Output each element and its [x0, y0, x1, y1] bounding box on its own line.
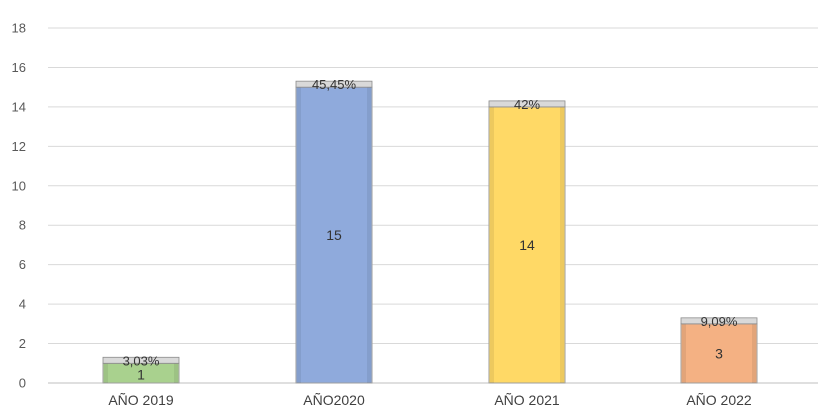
category-label: AÑO 2019	[108, 392, 174, 408]
bar-shade-left	[490, 106, 494, 383]
y-tick-label: 10	[12, 178, 26, 193]
y-tick-label: 0	[19, 376, 26, 391]
bar-group: 9,09% 3	[680, 314, 758, 384]
y-tick-label: 18	[12, 21, 26, 36]
y-tick-label: 16	[12, 60, 26, 75]
y-tick-label: 4	[19, 297, 26, 312]
bar-shade-left	[297, 87, 301, 384]
category-label: AÑO2020	[303, 392, 365, 408]
percent-label: 42%	[514, 97, 540, 112]
x-axis: AÑO 2019 AÑO2020 AÑO 2021 AÑO 2022	[108, 392, 752, 408]
value-label: 1	[137, 366, 145, 382]
bar-shade-left	[682, 323, 686, 383]
y-axis: 0 2 4 6 8 10 12 14 16 18	[12, 21, 26, 391]
bar	[295, 86, 373, 384]
bar-group: 42% 14	[488, 97, 566, 384]
bar-group: 45,45% 15	[295, 77, 373, 384]
bar-cap	[295, 80, 373, 88]
y-tick-label: 14	[12, 99, 26, 114]
bar-shade-left	[104, 363, 108, 383]
category-label: AÑO 2021	[494, 392, 560, 408]
percent-label: 45,45%	[312, 77, 357, 92]
bar-group: 3,03%1	[102, 353, 180, 384]
percent-label: 3,03%	[123, 353, 160, 368]
bar-shade-right	[560, 106, 564, 383]
y-tick-label: 2	[19, 336, 26, 351]
y-tick-label: 12	[12, 139, 26, 154]
bars: 3,03%1 45,45% 15 42% 14 9,09% 3	[102, 77, 758, 384]
gridlines	[48, 27, 818, 384]
value-label: 15	[326, 227, 342, 243]
bar	[680, 323, 758, 384]
y-tick-label: 6	[19, 257, 26, 272]
value-label: 14	[519, 237, 535, 253]
value-label: 3	[715, 345, 723, 361]
bar-shade-right	[752, 323, 756, 383]
bar-shade-right	[174, 363, 178, 383]
bar-cap	[102, 356, 180, 364]
bar-cap	[680, 317, 758, 325]
category-label: AÑO 2022	[686, 392, 752, 408]
percent-label: 9,09%	[701, 314, 738, 329]
bar-shade-right	[367, 87, 371, 384]
y-tick-label: 8	[19, 218, 26, 233]
bar-cap	[488, 100, 566, 108]
